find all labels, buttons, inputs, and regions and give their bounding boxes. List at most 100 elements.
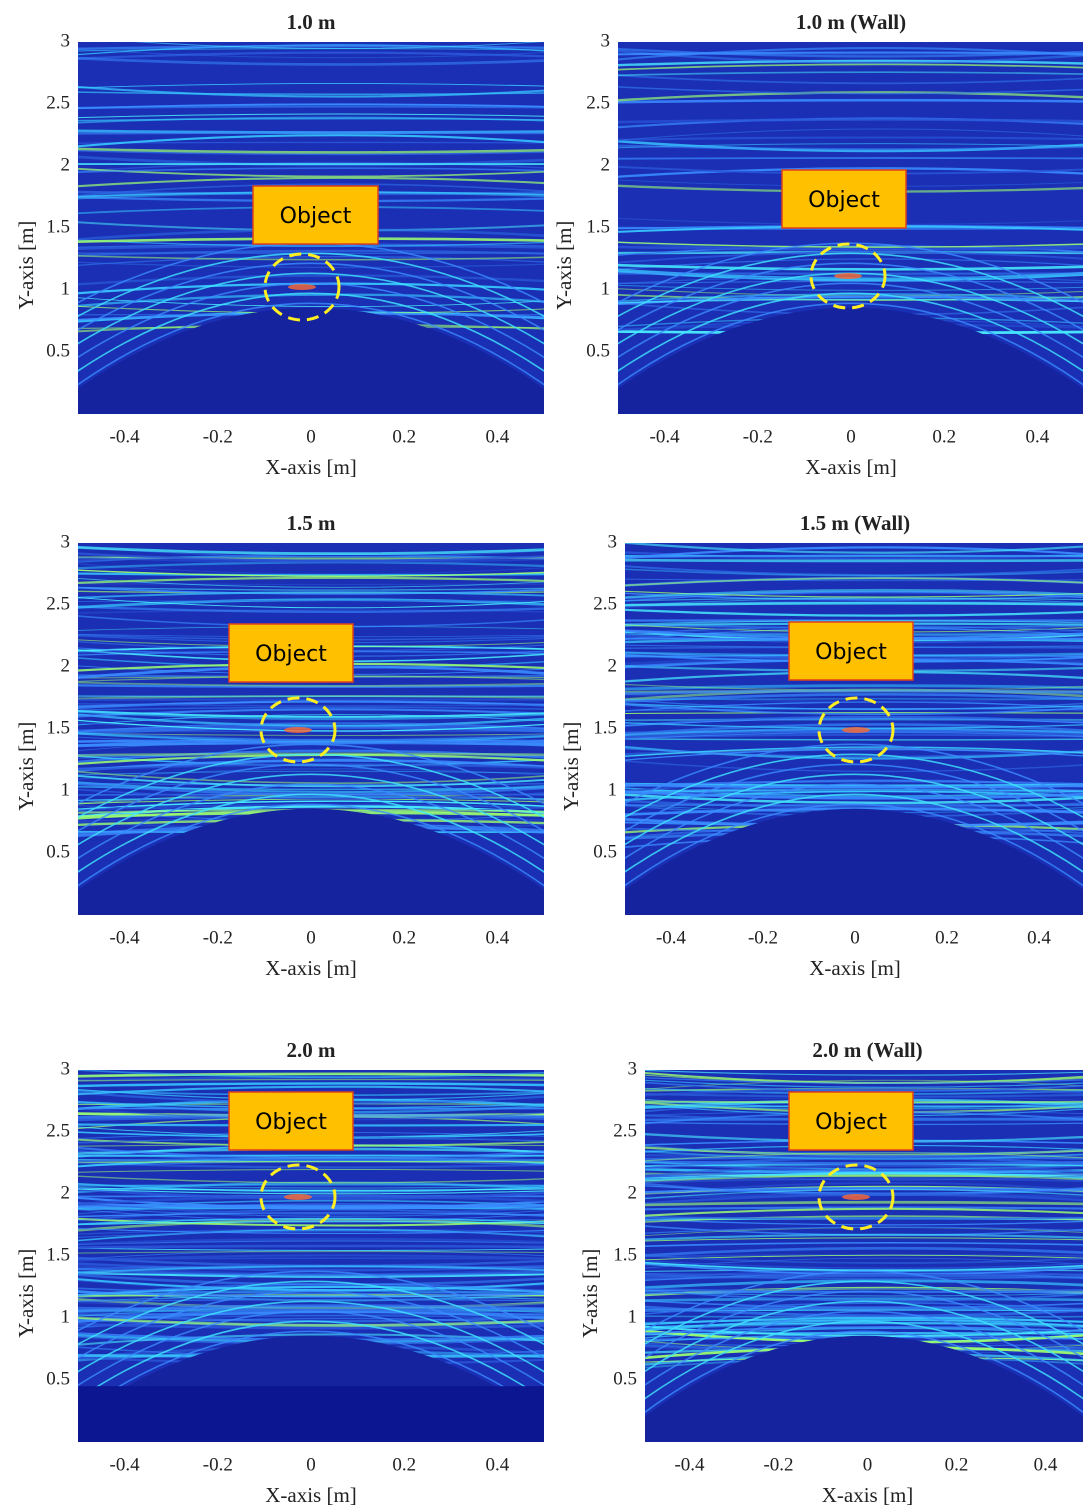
streak (645, 1200, 1083, 1207)
arc-shadow (78, 808, 544, 915)
x-tick-label: 0 (850, 927, 860, 948)
x-tick-label: -0.4 (110, 1454, 141, 1475)
arc (78, 1270, 544, 1332)
streak (645, 1260, 1083, 1269)
y-tick-label: 2.5 (46, 92, 70, 113)
arc (78, 743, 544, 805)
streak (78, 800, 544, 810)
streak (625, 748, 1083, 761)
arc (645, 1290, 1083, 1359)
streak (645, 1188, 1083, 1200)
arc (78, 272, 544, 345)
streak (618, 86, 1083, 95)
dark-band (78, 1386, 544, 1442)
streak (78, 576, 544, 585)
y-tick-label: 2 (601, 154, 611, 175)
streak (645, 1070, 1083, 1076)
x-tick-label: -0.4 (656, 927, 687, 948)
streak (645, 1272, 1083, 1282)
streak (618, 263, 1083, 271)
streak (78, 1082, 544, 1088)
streak (78, 1187, 544, 1201)
streak (78, 569, 544, 577)
x-axis-label: X-axis [m] (265, 455, 357, 479)
x-tick-label: 0 (306, 927, 316, 948)
annotation-text: Object (280, 204, 352, 229)
streak (78, 44, 544, 56)
streak (78, 701, 544, 707)
streak (625, 717, 1083, 727)
arc (618, 282, 1083, 359)
streak (78, 1168, 544, 1173)
x-tick-label: -0.2 (203, 1454, 233, 1475)
arc (78, 783, 544, 860)
y-tick-label: 1 (61, 278, 71, 299)
x-tick-label: 0 (863, 1454, 873, 1475)
streak (78, 1237, 544, 1246)
x-axis-label: X-axis [m] (809, 956, 901, 980)
streak (78, 684, 544, 688)
y-tick-label: 0.5 (613, 1368, 637, 1389)
arc-shadow (618, 307, 1083, 414)
annotation-box (788, 621, 914, 681)
streak (78, 710, 544, 721)
streak (78, 1218, 544, 1232)
x-tick-label: -0.4 (674, 1454, 705, 1475)
arc (78, 302, 544, 386)
streak (618, 71, 1083, 77)
arc (645, 1300, 1083, 1373)
streak (78, 56, 544, 66)
y-tick-label: 1.5 (613, 1244, 637, 1265)
streak (645, 1193, 1083, 1200)
streak (78, 1230, 544, 1238)
y-tick-label: 2 (61, 1182, 71, 1203)
streak (78, 1244, 544, 1249)
streak (78, 681, 544, 687)
arc (78, 793, 544, 873)
streak (78, 1298, 544, 1303)
arc (78, 262, 544, 331)
y-tick-label: 1.5 (593, 717, 617, 738)
streak (625, 597, 1083, 602)
arc (78, 803, 544, 887)
streak (618, 136, 1083, 141)
streak (618, 157, 1083, 160)
hotspot (288, 284, 316, 290)
streak (625, 577, 1083, 587)
streak (78, 1298, 544, 1310)
chart-title: 1.5 m (Wall) (800, 511, 910, 535)
streak (78, 795, 544, 804)
streak (78, 597, 544, 609)
heatmap (625, 543, 1083, 915)
streak (645, 1216, 1083, 1220)
chart-title: 1.0 m (287, 10, 337, 34)
streak (78, 1188, 544, 1195)
y-tick-label: 2 (61, 154, 71, 175)
arc (78, 1310, 544, 1387)
streak (625, 546, 1083, 560)
streak (645, 1326, 1083, 1335)
streak (78, 591, 544, 599)
arc (618, 262, 1083, 331)
streak (78, 167, 544, 173)
streak (625, 790, 1083, 801)
streak (618, 298, 1083, 304)
y-tick-label: 2 (61, 655, 71, 676)
x-tick-label: -0.4 (650, 426, 681, 447)
streak (78, 116, 544, 124)
arc (625, 793, 1083, 873)
x-tick-label: 0 (846, 426, 856, 447)
streak (625, 738, 1083, 741)
y-tick-label: 1.5 (46, 216, 70, 237)
streak (78, 1157, 544, 1163)
arc (78, 763, 544, 832)
x-tick-label: 0.4 (486, 426, 510, 447)
hotspot (842, 1194, 870, 1200)
streak (618, 251, 1083, 264)
y-axis-label: Y-axis [m] (559, 722, 583, 811)
y-tick-label: 1 (608, 779, 618, 800)
streak (78, 1272, 544, 1275)
streak (618, 118, 1083, 124)
arc (625, 743, 1083, 805)
streak (78, 1287, 544, 1295)
